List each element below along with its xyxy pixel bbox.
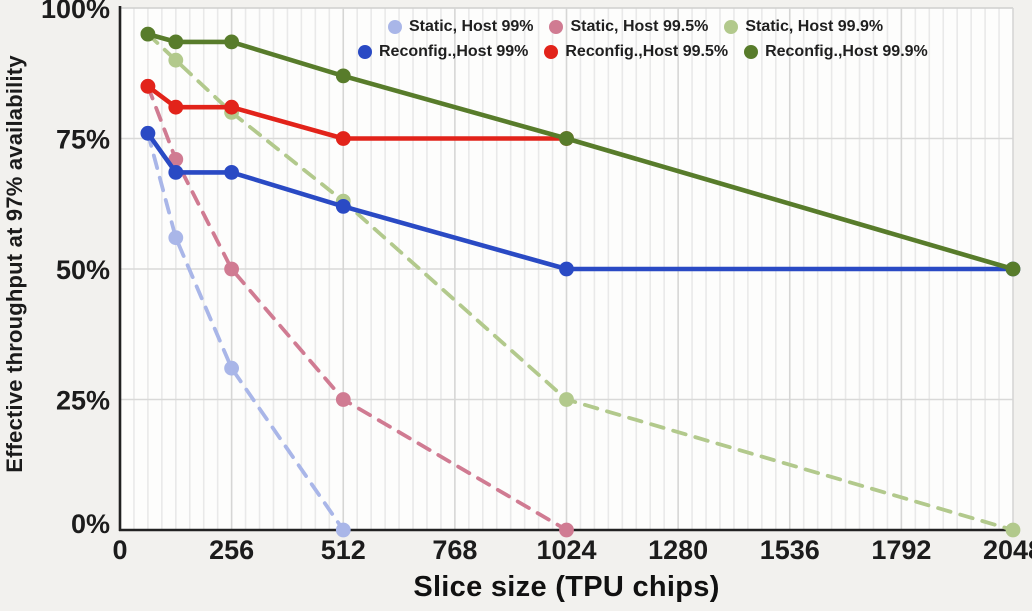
- series-line: [146, 131, 346, 532]
- data-point: [140, 26, 156, 42]
- x-tick-label: 1024: [536, 535, 596, 565]
- legend-swatch-reconfig-99-icon: [358, 45, 372, 59]
- series-static-host-99.5-: [140, 78, 574, 538]
- series-reconfig.-host-99.9-: [140, 26, 1021, 277]
- data-point: [335, 131, 351, 146]
- legend-label: Reconfig.,Host 99.5%: [565, 43, 729, 60]
- data-point: [224, 34, 240, 50]
- legend-swatch-static-99-9-icon: [724, 20, 739, 34]
- data-point: [168, 52, 184, 68]
- x-tick-label: 1536: [760, 535, 820, 565]
- data-point: [559, 261, 574, 277]
- data-point: [335, 522, 351, 538]
- legend-label: Reconfig.,Host 99%: [379, 43, 529, 60]
- data-point: [168, 152, 184, 167]
- legend-swatch-static-99-icon: [388, 20, 402, 34]
- y-tick-label: 75%: [56, 125, 110, 155]
- x-tick-label: 1792: [871, 535, 931, 565]
- x-tick-label: 768: [432, 535, 477, 565]
- legend-swatch-reconfig-99-9-icon: [744, 45, 759, 59]
- legend-item-static-99: Static, Host 99%: [388, 18, 533, 36]
- data-point: [168, 99, 184, 115]
- legend-item-reconfig-99: Reconfig.,Host 99%: [358, 43, 528, 61]
- data-point: [335, 392, 351, 407]
- major-gridlines: [230, 8, 1014, 530]
- data-point: [335, 68, 351, 84]
- series-line: [146, 84, 569, 532]
- data-point: [335, 199, 351, 214]
- data-point: [224, 360, 240, 376]
- y-tick-label: 25%: [56, 386, 110, 416]
- x-tick-label: 512: [321, 535, 366, 565]
- legend-item-reconfig-99-9: Reconfig.,Host 99.9%: [744, 43, 928, 61]
- data-point: [559, 522, 574, 538]
- data-point: [559, 131, 574, 146]
- data-point: [224, 99, 240, 115]
- x-tick-label: 256: [209, 535, 254, 565]
- data-point: [168, 230, 184, 246]
- legend-label: Static, Host 99.9%: [745, 18, 884, 35]
- data-point: [1005, 522, 1021, 538]
- legend-item-static-99-5: Static, Host 99.5%: [549, 18, 708, 36]
- data-point: [224, 261, 240, 277]
- y-tick-labels: 0% 25% 50% 75% 100%: [41, 0, 110, 539]
- x-axis-title: Slice size (TPU chips): [413, 571, 720, 603]
- legend-swatch-static-99-5-icon: [549, 20, 564, 34]
- legend-label: Reconfig.,Host 99.9%: [765, 43, 928, 60]
- data-point: [224, 165, 240, 180]
- y-tick-label: 100%: [41, 0, 110, 24]
- y-tick-label: 50%: [56, 255, 110, 285]
- legend-row-static: Static, Host 99% Static, Host 99.5% Stat…: [358, 18, 1032, 36]
- legend-label: Static, Host 99.5%: [570, 18, 709, 35]
- legend-swatch-reconfig-99-5-icon: [544, 45, 559, 59]
- legend-item-static-99-9: Static, Host 99.9%: [724, 18, 883, 36]
- x-tick-label: 2048: [983, 535, 1032, 565]
- data-point: [140, 125, 156, 141]
- legend-item-reconfig-99-5: Reconfig.,Host 99.5%: [544, 43, 728, 61]
- data-point: [1005, 261, 1021, 277]
- y-axis-title: Effective throughput at 97% availability: [2, 55, 27, 473]
- data-point: [168, 34, 184, 50]
- legend-label: Static, Host 99%: [409, 18, 534, 35]
- x-tick-label: 1280: [648, 535, 708, 565]
- data-point: [559, 392, 574, 407]
- x-tick-label: 0: [112, 535, 127, 565]
- y-tick-label: 0%: [71, 509, 110, 539]
- x-tick-labels: 0 256 512 768 1024 1280 1536 1792 2048: [112, 535, 1032, 565]
- legend-row-reconfig: Reconfig.,Host 99% Reconfig.,Host 99.5% …: [358, 43, 1032, 61]
- data-point: [140, 78, 156, 94]
- data-point: [168, 165, 184, 180]
- legend: Static, Host 99% Static, Host 99.5% Stat…: [358, 18, 1032, 61]
- series-line: [145, 131, 1016, 272]
